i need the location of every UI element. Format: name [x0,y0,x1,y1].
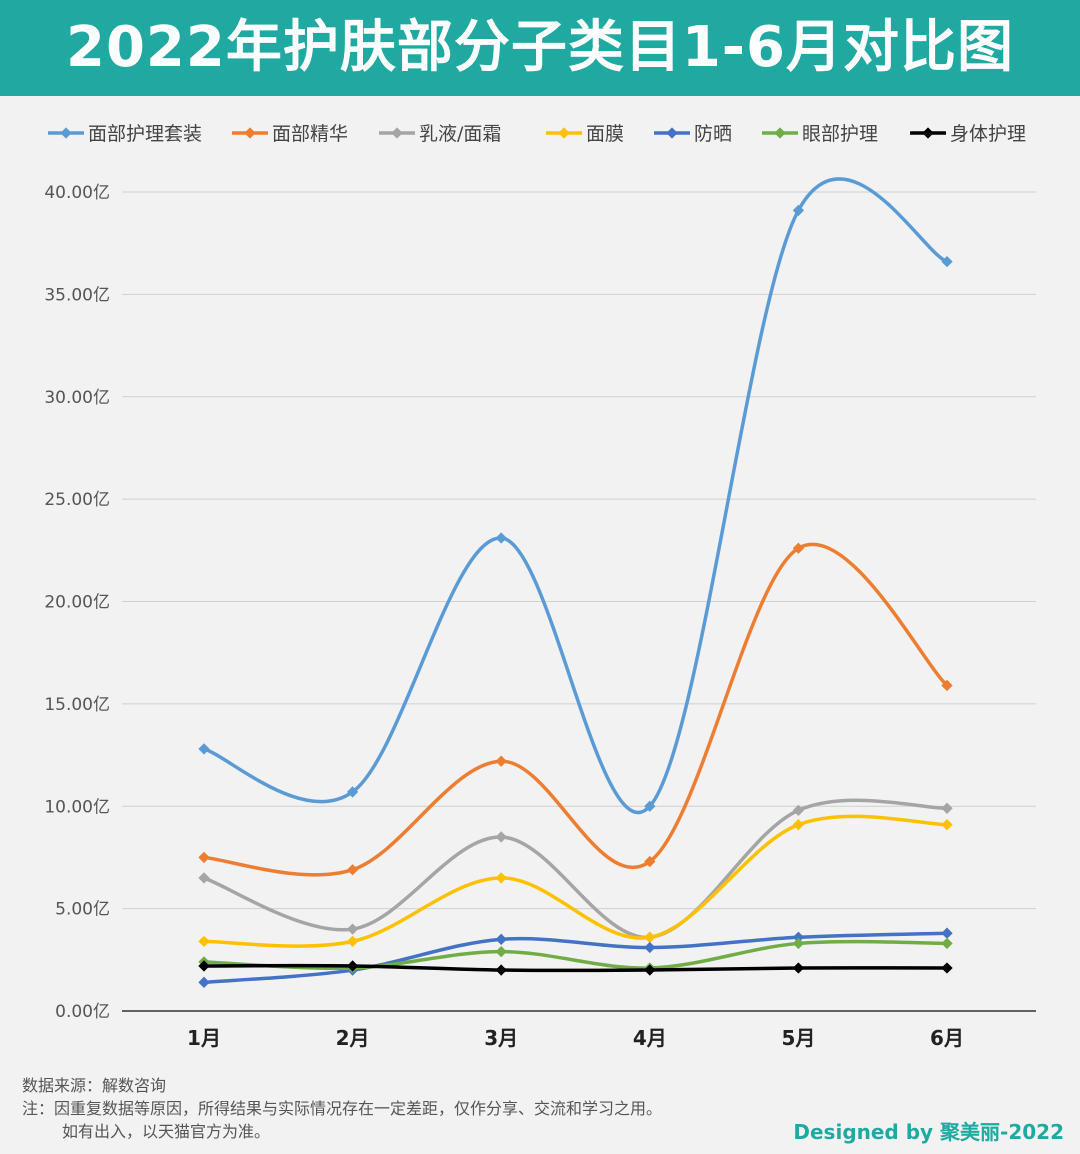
data-point [941,802,953,814]
legend-marker [774,127,786,139]
data-point [941,937,953,950]
x-tick-label: 1月 [187,1026,221,1050]
series-lines [198,177,953,988]
gridlines [122,191,1036,1012]
designer-credit: Designed by 聚美丽-2022 [793,1120,1064,1144]
data-point [495,872,507,884]
y-tick-label: 20.00亿 [44,593,110,613]
legend-marker [244,127,256,139]
data-point [941,255,953,268]
y-tick-label: 10.00亿 [44,797,110,817]
x-tick-label: 6月 [930,1026,964,1050]
data-point [495,831,507,843]
data-point [792,204,805,217]
data-point [495,945,507,958]
data-point [346,786,359,798]
data-point [941,962,953,974]
series-line [202,798,949,940]
data-point [346,935,359,948]
data-point [346,960,359,972]
data-point [495,964,507,976]
legend-marker [60,127,72,139]
legend-label: 防晒 [694,123,732,145]
data-point [792,962,805,974]
legend-label: 乳液/面霜 [419,123,501,145]
y-tick-label: 5.00亿 [55,900,110,920]
data-point [792,819,805,831]
legend-marker [666,127,678,139]
data-point [644,855,656,868]
series-line [202,931,949,985]
data-point [792,931,805,943]
legend-marker [922,127,934,139]
data-point [644,931,656,943]
legend-marker [391,127,403,139]
y-tick-label: 40.00亿 [44,183,110,203]
series-line [202,963,949,973]
y-tick-label: 15.00亿 [44,695,110,715]
footnote-continued: 如有出入，以天猫官方为准。 [62,1122,271,1141]
series-line [202,177,949,815]
data-point [495,532,507,544]
series-line [202,814,949,948]
data-point [198,851,210,864]
data-point [941,927,953,939]
data-point [495,933,507,945]
data-point [346,864,359,876]
title-banner: 2022年护肤部分子类目1-6月对比图 [0,0,1080,96]
x-tick-label: 3月 [484,1026,518,1050]
y-axis: 0.00亿 5.00亿 10.00亿 15.00亿 20.00亿 25.00亿 30.00亿… [44,183,110,1022]
data-point [792,542,805,554]
data-source: 数据来源：解数咨询 [22,1076,167,1095]
legend-label: 眼部护理 [802,123,878,145]
legend-label: 面膜 [586,123,624,145]
data-point [198,872,210,884]
data-point [941,819,953,831]
data-point [198,960,210,972]
data-point [792,937,805,950]
data-point [198,935,210,948]
data-point [644,800,656,812]
data-point [198,976,210,988]
data-point [941,679,953,692]
footnote: 注：因重复数据等原因，所得结果与实际情况存在一定差距，仅作分享、交流和学习之用。 [22,1099,663,1118]
data-point [644,964,656,976]
x-axis: 1月 2月 3月 4月 5月 6月 [187,1026,964,1050]
data-point [495,755,507,767]
legend-label: 面部护理套装 [88,123,202,145]
series-line [202,542,949,877]
legend-label: 面部精华 [272,123,348,145]
line-chart: 面部护理套装 面部精华 乳液/面霜 面膜 防晒 眼部护理 身体护理 0.00亿 5.00亿 10… [44,123,1036,1050]
data-point [644,941,656,954]
series-line [202,939,949,971]
y-tick-label: 35.00亿 [44,285,110,305]
x-tick-label: 4月 [633,1026,667,1050]
x-tick-label: 2月 [336,1026,370,1050]
chart-title: 2022年护肤部分子类目1-6月对比图 [65,15,1015,80]
y-tick-label: 30.00亿 [44,388,110,408]
legend-marker [558,127,570,139]
footer-notes: 数据来源：解数咨询 注：因重复数据等原因，所得结果与实际情况存在一定差距，仅作分… [22,1074,662,1143]
data-point [346,923,359,935]
x-tick-label: 5月 [781,1026,815,1050]
legend: 面部护理套装 面部精华 乳液/面霜 面膜 防晒 眼部护理 身体护理 [48,123,1026,145]
data-point [198,743,210,755]
y-tick-label: 0.00亿 [55,1002,110,1022]
data-point [792,804,805,817]
legend-label: 身体护理 [950,123,1026,145]
y-tick-label: 25.00亿 [44,490,110,510]
